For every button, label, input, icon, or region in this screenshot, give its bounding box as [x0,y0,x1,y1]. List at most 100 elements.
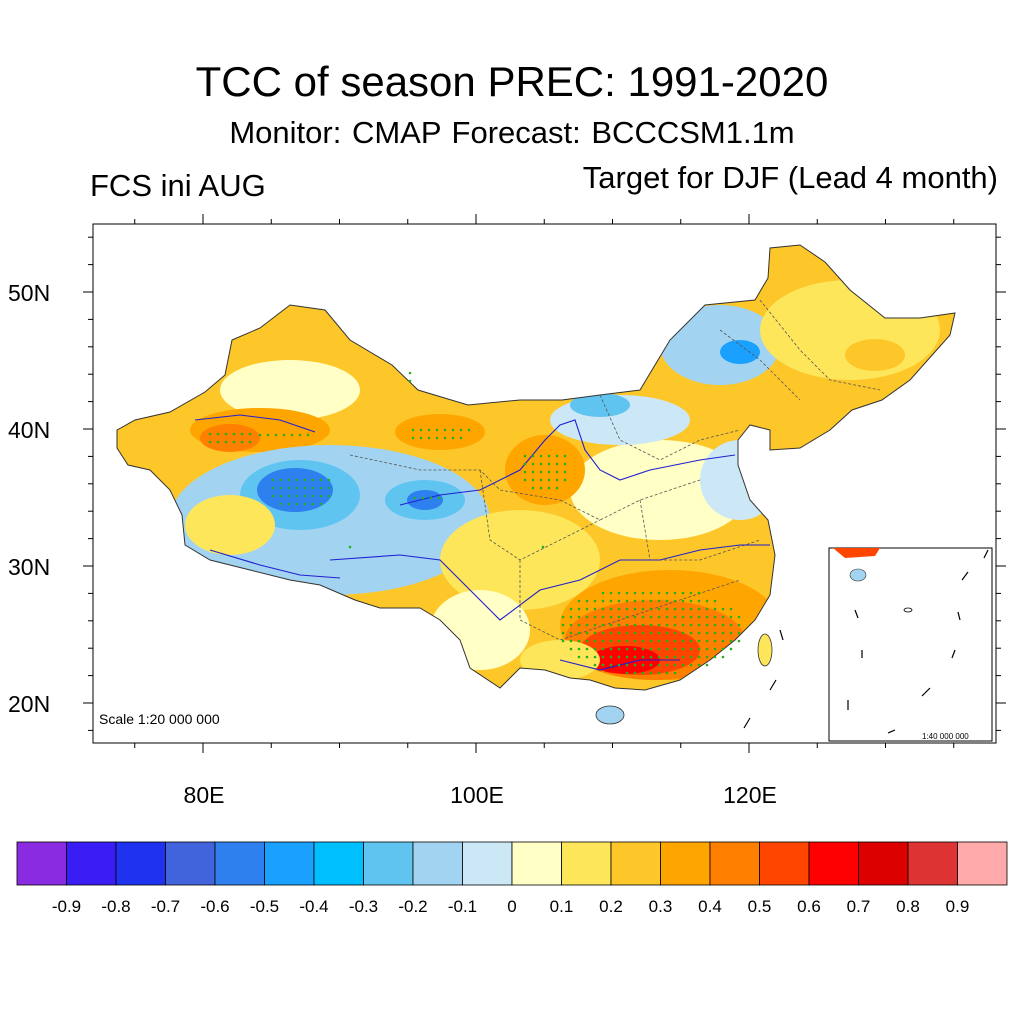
significance-dot [713,631,717,635]
field-inner-mongolia-blue [570,393,630,417]
significance-dot [713,615,717,619]
significance-dot [705,647,709,651]
lat-tick-30n: 30N [8,554,51,580]
significance-dot [523,470,527,474]
significance-dot [617,655,621,659]
significance-dot [585,655,589,659]
significance-dot [673,623,677,627]
lat-tick-50n: 50N [8,280,51,306]
colorbar-label: 0.7 [846,897,871,916]
significance-dot [411,428,415,432]
sea-boundary-dashes [743,629,784,729]
colorbar-label: -0.4 [299,897,329,916]
significance-dot [697,599,701,603]
significance-dot [609,591,613,595]
colorbar-label: -0.3 [348,897,379,916]
significance-dot [633,639,637,643]
china-border [116,244,956,691]
significance-dot [673,655,677,659]
significance-dot [435,436,439,440]
significance-dot [561,623,565,627]
colorbar-label: -0.9 [51,897,82,916]
significance-dot [625,647,629,651]
colorbar-box [610,841,661,886]
significance-dot [585,599,589,603]
field-southtibet-yellow [185,495,275,555]
significance-dot [681,599,685,603]
colorbar-label: -0.1 [447,897,478,916]
significance-dot [348,545,352,549]
field-tianshan-red [200,424,260,452]
significance-dot [319,478,323,482]
significance-dot [563,470,567,474]
significance-dot [721,607,725,611]
significance-dot [601,599,605,603]
significance-dot [657,647,661,651]
significance-dot [649,631,653,635]
significance-dot [649,607,653,611]
significance-dot [569,639,573,643]
significance-dot [601,607,605,611]
significance-dot [609,631,613,635]
significance-dot [689,639,693,643]
significance-dot [665,591,669,595]
significance-dot [689,615,693,619]
colorbar-label: -0.6 [200,897,230,916]
significance-dot [681,615,685,619]
significance-dot [531,486,535,490]
significance-dot [224,432,228,436]
significance-dot [563,478,567,482]
significance-dot [547,462,551,466]
significance-dot [248,432,252,436]
significance-dot [705,623,709,627]
significance-dot [649,639,653,643]
colorbar-label: -0.5 [249,897,280,916]
significance-dot [593,631,597,635]
significance-dot [689,623,693,627]
significance-dot [295,502,299,506]
significance-dot [601,655,605,659]
colorbar-box [561,841,612,886]
significance-dot [451,428,455,432]
significance-dot [689,607,693,611]
significance-dot [673,615,677,619]
significance-dot [681,631,685,635]
colorbar-box [313,841,364,886]
tibet-river [209,549,341,579]
significance-dot [585,615,589,619]
significance-dot [641,599,645,603]
field-ningxia-orange [505,435,585,505]
significance-dot [657,591,661,595]
significance-dot [577,639,581,643]
significance-dot [601,639,605,643]
colorbar-box [115,841,166,886]
colorbar-label: -0.7 [150,897,181,916]
significance-dot [547,486,551,490]
significance-dot [240,432,244,436]
significance-dot [427,436,431,440]
significance-dot [303,486,307,490]
significance-dot [705,663,709,667]
significance-dot [539,454,543,458]
colorbar-box [858,841,909,886]
significance-dot [208,440,212,444]
colorbar-box [957,841,1008,886]
significance-dot [633,623,637,627]
significance-dot [248,440,252,444]
colorbar-box [709,841,760,886]
field-tarim-lightyellow [220,360,360,420]
significance-dot [665,663,669,667]
significance-dot [232,432,236,436]
significance-dot [563,462,567,466]
south-china-sea-inset [828,547,993,742]
significance-dot [585,639,589,643]
significance-dot [665,631,669,635]
significance-dot [295,486,299,490]
significance-dot [657,671,661,675]
significance-dot [467,428,471,432]
significance-dot [657,655,661,659]
significance-dot [240,440,244,444]
colorbar-label: 0.3 [648,897,673,916]
significance-dot [729,639,733,643]
significance-dot [673,647,677,651]
